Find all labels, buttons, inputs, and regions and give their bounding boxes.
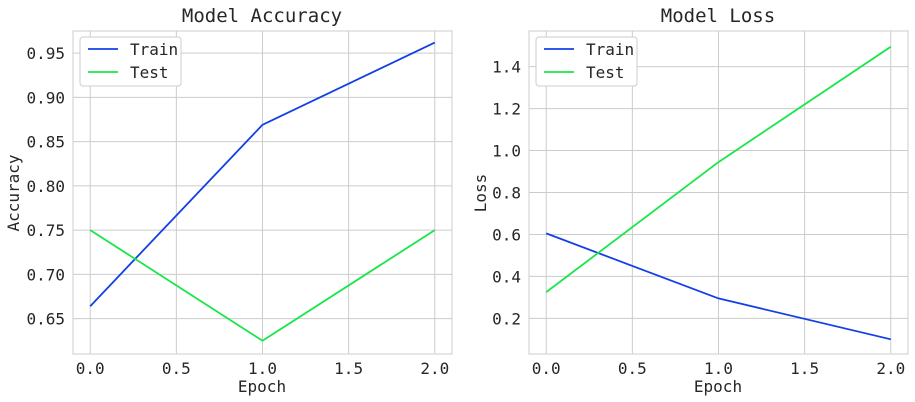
y-tick-label: 0.4: [492, 267, 521, 286]
y-axis-label: Accuracy: [4, 154, 23, 231]
loss-chart: Model Loss Epoch Loss 0.0 0.5 1.0 1.5 2.0 0.2…: [471, 5, 909, 396]
x-tick-label: 0.0: [532, 359, 561, 378]
x-axis-label: Epoch: [238, 377, 286, 396]
grid: [529, 31, 908, 354]
x-tick-label: 1.0: [704, 359, 733, 378]
y-tick-label: 0.75: [26, 221, 65, 240]
series-line-test: [545, 45, 892, 293]
accuracy-chart: Model Accuracy Epoch Accuracy 0.0 0.5 1.0 1…: [4, 5, 453, 396]
y-tick-label: 0.95: [26, 44, 65, 63]
legend: Train Test: [535, 36, 638, 87]
y-tick-label: 0.2: [492, 309, 521, 328]
series-lines: [89, 41, 436, 342]
plot-frame: [72, 30, 453, 355]
legend-label-test: Test: [130, 63, 169, 82]
x-tick-label: 0.5: [618, 359, 647, 378]
chart-title: Model Accuracy: [182, 5, 342, 27]
legend-label-train: Train: [586, 40, 634, 59]
y-tick-label: 1.0: [492, 142, 521, 161]
plot-frame: [528, 30, 909, 355]
x-tick-label: 1.0: [248, 359, 277, 378]
y-tick-label: 0.65: [26, 310, 65, 329]
series-lines: [545, 45, 892, 341]
x-tick-label: 1.5: [334, 359, 363, 378]
series-line-test: [89, 229, 436, 342]
x-tick-label: 0.5: [162, 359, 191, 378]
chart-title: Model Loss: [661, 5, 775, 27]
legend-label-test: Test: [586, 63, 625, 82]
x-tick-label: 2.0: [876, 359, 905, 378]
tick-labels: 0.0 0.5 1.0 1.5 2.0 0.2 0.4 0.6 0.8 1.0 1.2 1.4: [492, 58, 905, 378]
y-tick-label: 1.4: [492, 58, 521, 77]
y-tick-label: 0.90: [26, 88, 65, 107]
series-line-train: [545, 232, 891, 341]
series-line-train: [89, 41, 436, 307]
x-axis-label: Epoch: [694, 377, 742, 396]
tick-labels: 0.0 0.5 1.0 1.5 2.0 0.65 0.70 0.75 0.80 0.85 0.90 0…: [26, 44, 449, 378]
legend: Train Test: [79, 36, 182, 87]
y-tick-label: 0.8: [492, 184, 521, 203]
x-tick-label: 2.0: [420, 359, 449, 378]
y-tick-label: 0.85: [26, 133, 65, 152]
y-tick-label: 0.70: [26, 265, 65, 284]
y-tick-label: 0.6: [492, 225, 521, 244]
y-axis-label: Loss: [471, 174, 490, 213]
x-tick-label: 0.0: [76, 359, 105, 378]
legend-label-train: Train: [130, 40, 178, 59]
y-tick-label: 0.80: [26, 177, 65, 196]
x-tick-label: 1.5: [790, 359, 819, 378]
y-tick-label: 1.2: [492, 100, 521, 119]
